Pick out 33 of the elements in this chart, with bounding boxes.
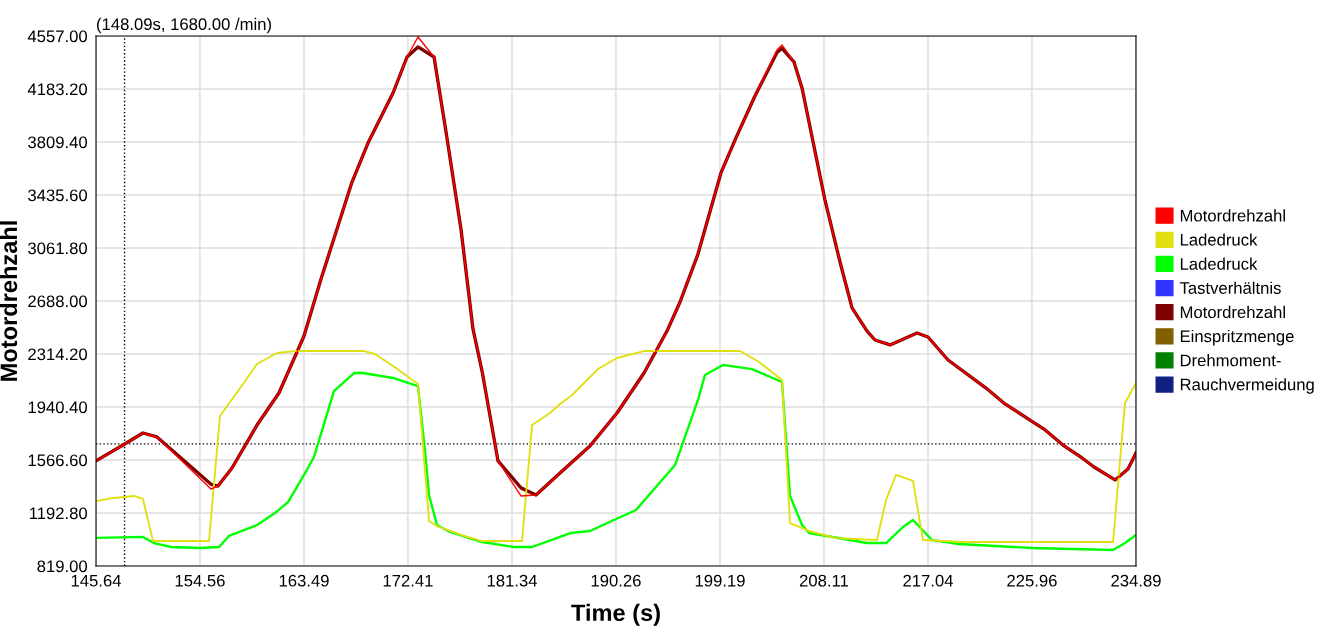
legend-label: Ladedruck bbox=[1180, 257, 1258, 270]
y-tick-label: 3809.40 bbox=[28, 136, 88, 149]
legend-label: Ladedruck bbox=[1180, 233, 1258, 246]
x-tick-label: 190.26 bbox=[591, 574, 641, 587]
x-tick-label: 225.96 bbox=[1007, 574, 1057, 587]
y-tick-label: 1192.80 bbox=[29, 507, 88, 520]
x-tick-label: 172.41 bbox=[383, 574, 433, 587]
x-tick-label: 199.19 bbox=[695, 574, 745, 587]
x-tick-label: 154.56 bbox=[175, 574, 225, 587]
y-tick-label: 3435.60 bbox=[28, 189, 88, 202]
legend-label: Motordrehzahl bbox=[1180, 305, 1285, 319]
x-axis-title: Time (s) bbox=[571, 603, 660, 626]
y-tick-label: 2314.20 bbox=[28, 348, 88, 361]
legend-label: Drehmoment- bbox=[1180, 354, 1281, 367]
y-tick-label: 819.00 bbox=[37, 560, 88, 573]
legend-label: Motordrehzahl bbox=[1180, 209, 1285, 222]
y-tick-label: 3061.80 bbox=[28, 242, 88, 255]
x-tick-label: 208.11 bbox=[799, 574, 848, 587]
y-tick-label: 1940.40 bbox=[28, 401, 88, 414]
x-tick-label: 181.34 bbox=[487, 574, 537, 587]
legend-label: Rauchvermeidung bbox=[1180, 378, 1314, 394]
legend-label: Tastverhältnis bbox=[1179, 281, 1281, 294]
x-tick-label: 234.89 bbox=[1111, 574, 1161, 587]
y-tick-label: 4557.00 bbox=[27, 30, 88, 43]
y-tick-label: 1566.60 bbox=[28, 454, 88, 467]
y-tick-label: 4183.20 bbox=[27, 83, 88, 96]
y-tick-label: 2688.00 bbox=[28, 295, 88, 308]
y-axis-title: Motordrehzahl bbox=[0, 221, 18, 381]
x-tick-label: 145.64 bbox=[71, 574, 121, 587]
legend-label: Einspritzmenge bbox=[1180, 329, 1294, 346]
text: (148.09s, 1680.00 /min) bbox=[97, 17, 271, 34]
x-tick-label: 217.04 bbox=[903, 574, 953, 587]
x-tick-label: 163.49 bbox=[279, 574, 329, 587]
